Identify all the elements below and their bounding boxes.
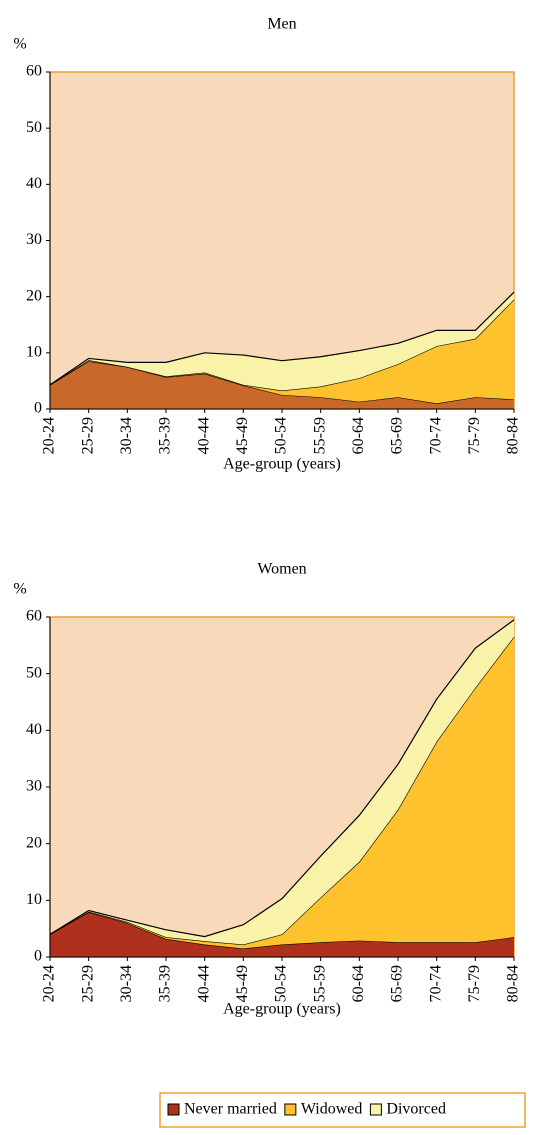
y-tick-label: 30: [26, 231, 42, 248]
y-tick-label: 20: [26, 287, 42, 304]
legend-swatch: [167, 1103, 180, 1116]
x-tick-label: 40-44: [195, 417, 212, 454]
x-tick-label: 60-64: [350, 417, 367, 454]
y-tick-label: 0: [34, 948, 42, 965]
legend-label: Widowed: [301, 1101, 363, 1118]
x-tick-label: 70-74: [427, 965, 444, 1002]
x-tick-label: 70-74: [427, 417, 444, 454]
x-tick-label: 60-64: [350, 965, 367, 1002]
y-tick-label: 50: [26, 664, 42, 681]
y-tick-label: 10: [26, 891, 42, 908]
x-axis-label: Age-group (years): [223, 456, 341, 473]
y-tick-label: 0: [34, 400, 42, 417]
x-tick-label: 65-69: [389, 965, 406, 1002]
x-tick-label: 40-44: [195, 965, 212, 1002]
x-tick-label: 55-59: [311, 417, 328, 454]
area: [50, 361, 514, 409]
x-tick-label: 75-79: [466, 965, 483, 1002]
x-tick-label: 20-24: [41, 417, 58, 454]
x-tick-label: 35-39: [157, 417, 174, 454]
x-tick-label: 45-49: [234, 417, 251, 454]
legend: Never married Widowed Divorced: [159, 1092, 526, 1128]
x-tick-label: 75-79: [466, 417, 483, 454]
x-tick-label: 50-54: [273, 417, 290, 454]
chart-title: Women: [257, 561, 306, 578]
y-tick-label: 20: [26, 834, 42, 851]
x-tick-label: 55-59: [311, 965, 328, 1002]
y-axis-label: %: [13, 581, 26, 598]
x-tick-label: 25-29: [79, 965, 96, 1002]
x-tick-label: 80-84: [505, 417, 522, 454]
y-tick-label: 60: [26, 63, 42, 80]
area-line: [49, 619, 515, 938]
x-tick-label: 30-34: [118, 417, 135, 454]
x-tick-label: 45-49: [234, 965, 251, 1002]
chart-title: Men: [267, 16, 296, 33]
x-tick-label: 25-29: [79, 417, 96, 454]
area: [50, 912, 514, 957]
x-tick-label: 80-84: [505, 965, 522, 1002]
legend-label: Never married: [184, 1101, 277, 1118]
area-line: [49, 291, 515, 386]
area: [50, 292, 514, 391]
x-tick-label: 50-54: [273, 965, 290, 1002]
x-tick-label: 65-69: [389, 417, 406, 454]
y-tick-label: 40: [26, 721, 42, 738]
y-tick-label: 60: [26, 608, 42, 625]
y-tick-label: 30: [26, 778, 42, 795]
y-axis-label: %: [13, 36, 26, 53]
area: [50, 636, 514, 949]
x-tick-label: 30-34: [118, 965, 135, 1002]
legend-box: [159, 1092, 526, 1128]
x-tick-label: 35-39: [157, 965, 174, 1002]
area: [50, 299, 514, 404]
y-tick-label: 10: [26, 344, 42, 361]
x-axis-label: Age-group (years): [223, 1001, 341, 1018]
y-tick-label: 40: [26, 175, 42, 192]
legend-swatch: [284, 1103, 297, 1116]
x-tick-label: 20-24: [41, 965, 58, 1002]
legend-label: Divorced: [386, 1101, 446, 1118]
legend-swatch: [369, 1103, 382, 1116]
y-tick-label: 50: [26, 119, 42, 136]
